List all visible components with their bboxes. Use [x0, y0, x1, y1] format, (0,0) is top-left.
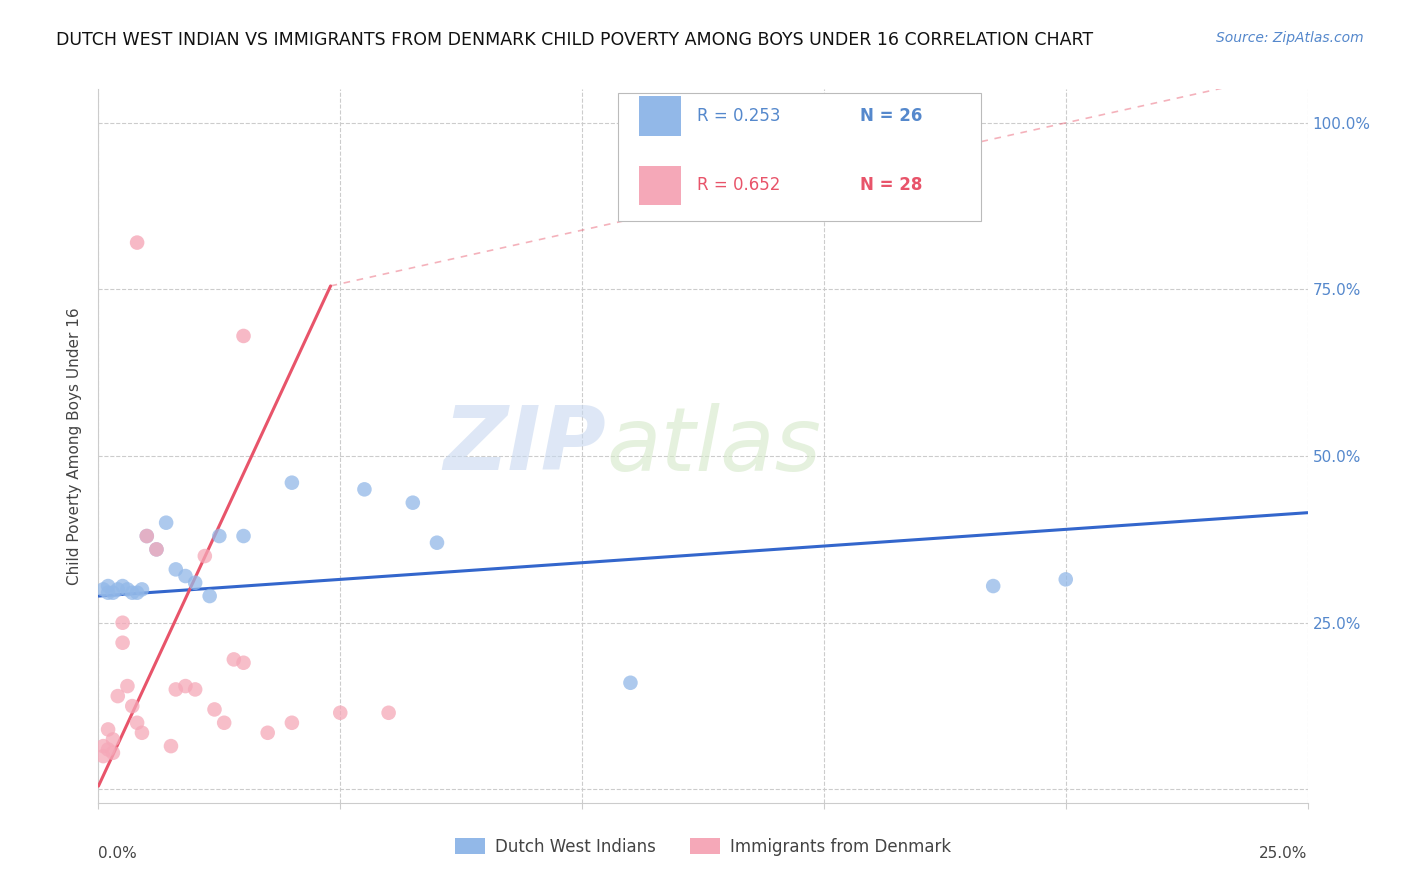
Point: [353, 483, 375, 497]
Point: [145, 542, 167, 557]
Point: [97, 579, 120, 593]
Point: [198, 589, 221, 603]
Point: [101, 746, 124, 760]
Point: [160, 739, 183, 753]
Point: [91, 749, 114, 764]
Point: [111, 636, 134, 650]
Point: [97, 723, 120, 737]
Point: [184, 682, 207, 697]
Point: [208, 529, 231, 543]
Point: [97, 742, 120, 756]
Text: DUTCH WEST INDIAN VS IMMIGRANTS FROM DENMARK CHILD POVERTY AMONG BOYS UNDER 16 C: DUTCH WEST INDIAN VS IMMIGRANTS FROM DEN…: [56, 31, 1094, 49]
Point: [232, 656, 254, 670]
Point: [101, 732, 124, 747]
Point: [426, 535, 449, 549]
Point: [222, 652, 245, 666]
Point: [174, 569, 197, 583]
Point: [184, 575, 207, 590]
Point: [91, 582, 114, 597]
Text: Source: ZipAtlas.com: Source: ZipAtlas.com: [1216, 31, 1364, 45]
Point: [1054, 573, 1077, 587]
Point: [127, 585, 149, 599]
Point: [121, 585, 143, 599]
Point: [131, 725, 153, 739]
Point: [121, 699, 143, 714]
Point: [107, 582, 129, 597]
Point: [97, 585, 120, 599]
Point: [165, 682, 187, 697]
Point: [131, 582, 153, 597]
Y-axis label: Child Poverty Among Boys Under 16: Child Poverty Among Boys Under 16: [67, 307, 83, 585]
Point: [377, 706, 399, 720]
Legend: Dutch West Indians, Immigrants from Denmark: Dutch West Indians, Immigrants from Denm…: [449, 831, 957, 863]
Point: [135, 529, 157, 543]
Point: [232, 529, 254, 543]
Text: ZIP: ZIP: [443, 402, 606, 490]
Point: [155, 516, 177, 530]
Point: [127, 235, 149, 250]
Point: [117, 582, 139, 597]
Point: [256, 725, 278, 739]
Point: [165, 562, 187, 576]
Point: [111, 615, 134, 630]
Text: N = 28: N = 28: [860, 177, 922, 194]
Text: N = 26: N = 26: [860, 107, 922, 125]
Point: [107, 689, 129, 703]
FancyBboxPatch shape: [638, 96, 682, 136]
Point: [101, 585, 124, 599]
Point: [402, 496, 425, 510]
Point: [117, 679, 139, 693]
FancyBboxPatch shape: [638, 166, 682, 205]
Point: [174, 679, 197, 693]
Point: [194, 549, 217, 563]
Text: R = 0.253: R = 0.253: [697, 107, 780, 125]
Text: atlas: atlas: [606, 403, 821, 489]
Point: [91, 739, 114, 753]
Point: [619, 675, 641, 690]
Point: [281, 475, 304, 490]
Point: [135, 529, 157, 543]
Point: [111, 579, 134, 593]
Point: [212, 715, 235, 730]
Text: 25.0%: 25.0%: [1260, 846, 1308, 861]
Text: 0.0%: 0.0%: [98, 846, 138, 861]
Point: [204, 702, 226, 716]
Point: [981, 579, 1004, 593]
Point: [329, 706, 352, 720]
Point: [145, 542, 167, 557]
Point: [281, 715, 304, 730]
Point: [232, 329, 254, 343]
Point: [127, 715, 149, 730]
Text: R = 0.652: R = 0.652: [697, 177, 780, 194]
FancyBboxPatch shape: [619, 93, 981, 221]
